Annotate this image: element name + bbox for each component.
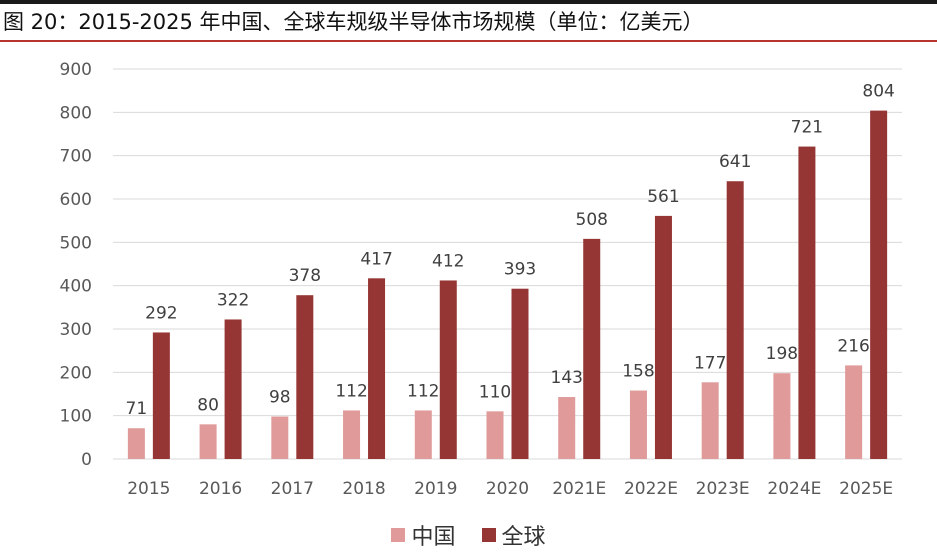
x-tick-label-2020: 2020: [486, 479, 529, 499]
legend-label-china: 中国: [411, 525, 456, 550]
bar-china-2021E: [558, 397, 576, 459]
bar-china-2017: [271, 416, 289, 459]
data-label-china-2015: 71: [126, 399, 148, 419]
y-tick-label-300: 300: [60, 320, 92, 340]
chart-title: 图 20：2015-2025 年中国、全球车规级半导体市场规模（单位：亿美元）: [3, 10, 704, 34]
bar-global-2015: [152, 332, 170, 459]
bar-china-2022E: [629, 390, 647, 459]
legend: 中国 全球: [0, 520, 937, 550]
y-tick-label-500: 500: [60, 233, 92, 253]
legend-item-global: 全球: [481, 519, 546, 551]
y-tick-label-900: 900: [60, 60, 92, 80]
bar-global-2019: [439, 280, 457, 459]
data-label-china-2019: 112: [407, 381, 439, 401]
data-label-global-2021E: 508: [576, 210, 608, 230]
legend-swatch-global: [481, 528, 496, 542]
bar-global-2022E: [654, 215, 672, 459]
gridlines: [113, 68, 902, 460]
data-labels: 71 292 80 322 98 378 112 417 112 412 110 393 143 508 1…: [126, 82, 895, 420]
y-tick-label-800: 800: [60, 103, 92, 123]
y-tick-label-0: 0: [81, 450, 92, 470]
data-label-global-2019: 412: [432, 251, 464, 271]
data-label-china-2018: 112: [335, 381, 367, 401]
data-label-global-2016: 322: [217, 290, 249, 310]
bar-global-2021E: [583, 238, 601, 459]
bar-china-2023E: [701, 382, 719, 459]
legend-label-global: 全球: [501, 525, 546, 550]
data-label-global-2018: 417: [360, 249, 392, 269]
data-label-china-2023E: 177: [694, 353, 726, 373]
data-label-global-2025E: 804: [862, 82, 894, 102]
data-label-china-2022E: 158: [622, 362, 654, 382]
x-tick-label-2021E: 2021E: [552, 479, 606, 499]
bar-china-2025E: [845, 365, 863, 459]
x-tick-label-2023E: 2023E: [696, 479, 750, 499]
x-tick-label-2024E: 2024E: [767, 479, 821, 499]
data-label-global-2022E: 561: [647, 187, 679, 207]
y-tick-label-700: 700: [60, 147, 92, 167]
legend-item-china: 中国: [391, 519, 456, 551]
data-label-global-2023E: 641: [719, 152, 751, 172]
bar-global-2023E: [726, 181, 744, 459]
bar-global-2017: [296, 295, 314, 459]
x-tick-label-2018: 2018: [342, 479, 385, 499]
bar-global-2016: [224, 319, 242, 459]
data-label-global-2020: 393: [504, 260, 536, 280]
bar-china-2018: [343, 410, 361, 459]
x-tick-label-2015: 2015: [127, 479, 170, 499]
top-rule: [0, 0, 937, 4]
bar-chart: 0 100 200 300 400 500 600 700 800 900 71 292 80 322 9…: [60, 60, 902, 499]
bar-china-2016: [199, 424, 217, 459]
bar-global-2020: [511, 288, 529, 459]
data-label-global-2024E: 721: [791, 118, 823, 138]
data-label-china-2020: 110: [479, 382, 511, 402]
bar-global-2024E: [798, 146, 816, 460]
data-label-global-2015: 292: [145, 303, 177, 323]
bar-china-2019: [414, 410, 432, 459]
title-rule: [0, 40, 937, 42]
bar-china-2024E: [773, 373, 791, 459]
bars: [127, 110, 888, 460]
x-tick-label-2025E: 2025E: [839, 479, 893, 499]
x-tick-label-2019: 2019: [414, 479, 457, 499]
x-axis: 2015 2016 2017 2018 2019 2020 2021E 2022E 2023E 2…: [127, 479, 893, 499]
y-tick-label-400: 400: [60, 277, 92, 297]
y-axis: 0 100 200 300 400 500 600 700 800 900: [60, 60, 92, 470]
data-label-global-2017: 378: [289, 266, 321, 286]
y-tick-label-200: 200: [60, 363, 92, 383]
bar-china-2020: [486, 411, 504, 459]
legend-swatch-china: [391, 528, 406, 542]
data-label-china-2016: 80: [197, 395, 219, 415]
data-label-china-2017: 98: [269, 388, 291, 408]
x-tick-label-2016: 2016: [199, 479, 242, 499]
data-label-china-2021E: 143: [551, 368, 583, 388]
y-tick-label-600: 600: [60, 190, 92, 210]
x-tick-label-2017: 2017: [271, 479, 314, 499]
data-label-china-2025E: 216: [837, 336, 869, 356]
bar-china-2015: [127, 428, 145, 459]
x-tick-label-2022E: 2022E: [624, 479, 678, 499]
bar-global-2025E: [870, 110, 888, 459]
data-label-china-2024E: 198: [766, 344, 798, 364]
bar-global-2018: [368, 278, 386, 459]
y-tick-label-100: 100: [60, 407, 92, 427]
